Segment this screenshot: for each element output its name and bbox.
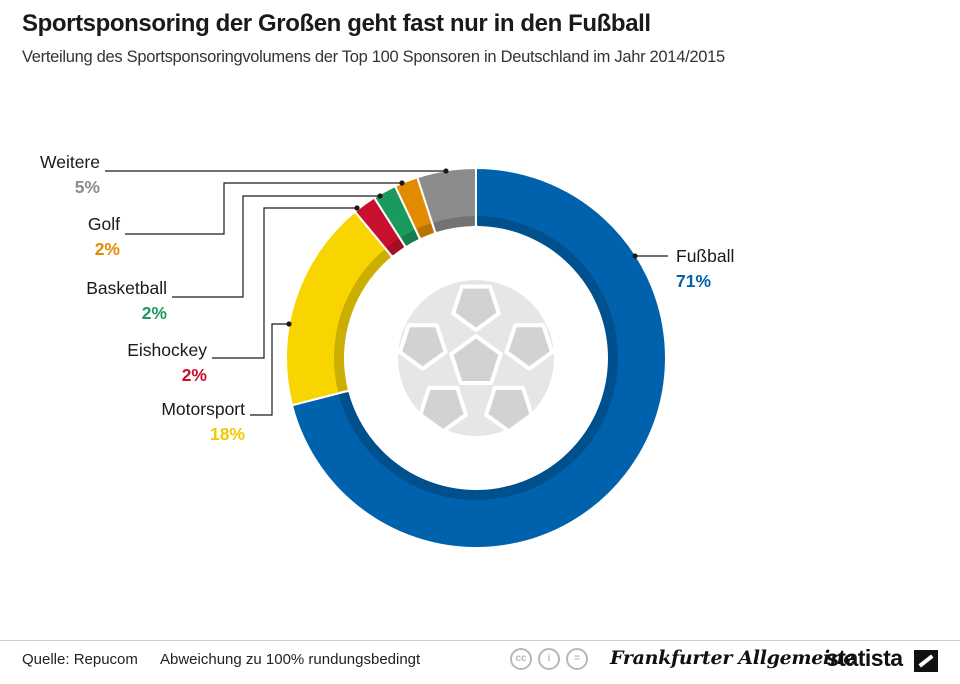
statista-logo: statista xyxy=(826,645,903,671)
football-icon xyxy=(397,280,555,436)
footer: Quelle: Repucom Abweichung zu 100% rundu… xyxy=(0,640,960,684)
leader-dot-fussball xyxy=(632,253,638,259)
value-label-fussball: 71% xyxy=(676,271,711,291)
label-golf: Golf xyxy=(88,214,120,234)
leader-line-motorsport xyxy=(250,323,289,416)
slice-inner-band-eishockey xyxy=(386,238,405,256)
leader-dot-weitere xyxy=(443,168,449,174)
leader-dot-motorsport xyxy=(286,321,292,327)
leader-line-basketball xyxy=(172,195,380,298)
label-motorsport: Motorsport xyxy=(161,399,245,419)
page-subtitle: Verteilung des Sportsponsoringvolumens d… xyxy=(22,48,725,66)
slice-inner-band-weitere xyxy=(433,216,475,233)
label-eishockey: Eishockey xyxy=(127,340,207,360)
leader-dot-golf xyxy=(399,180,405,186)
donut-chart: Fußball 71% Motorsport 18% Eishockey 2% Basket… xyxy=(40,152,734,549)
value-label-weitere: 5% xyxy=(75,177,101,197)
leader-dot-basketball xyxy=(377,193,383,199)
leader-line-golf xyxy=(125,182,402,235)
leader-line-eishockey xyxy=(212,207,357,359)
by-icon: i xyxy=(538,648,560,670)
label-fussball: Fußball xyxy=(676,246,734,266)
cc-icon: cc xyxy=(510,648,532,670)
rounding-note: Abweichung zu 100% rundungsbedingt xyxy=(160,651,421,668)
source-note: Quelle: Repucom xyxy=(22,651,138,668)
slice-weitere xyxy=(416,166,477,234)
value-label-basketball: 2% xyxy=(142,303,168,323)
label-basketball: Basketball xyxy=(86,278,167,298)
statista-logo-icon xyxy=(914,650,938,672)
value-label-golf: 2% xyxy=(95,239,121,259)
slice-inner-band-motorsport xyxy=(333,249,391,392)
label-weitere: Weitere xyxy=(40,152,100,172)
leader-dot-eishockey xyxy=(354,205,360,211)
value-label-motorsport: 18% xyxy=(210,424,245,444)
slice-inner-band-golf xyxy=(416,223,434,238)
nd-icon: = xyxy=(566,648,588,670)
faz-logo: Frankfurter Allgemeine xyxy=(610,647,856,669)
slice-inner-band-basketball xyxy=(401,230,419,246)
value-label-eishockey: 2% xyxy=(182,365,208,385)
page-title: Sportsponsoring der Großen geht fast nur… xyxy=(22,10,651,37)
